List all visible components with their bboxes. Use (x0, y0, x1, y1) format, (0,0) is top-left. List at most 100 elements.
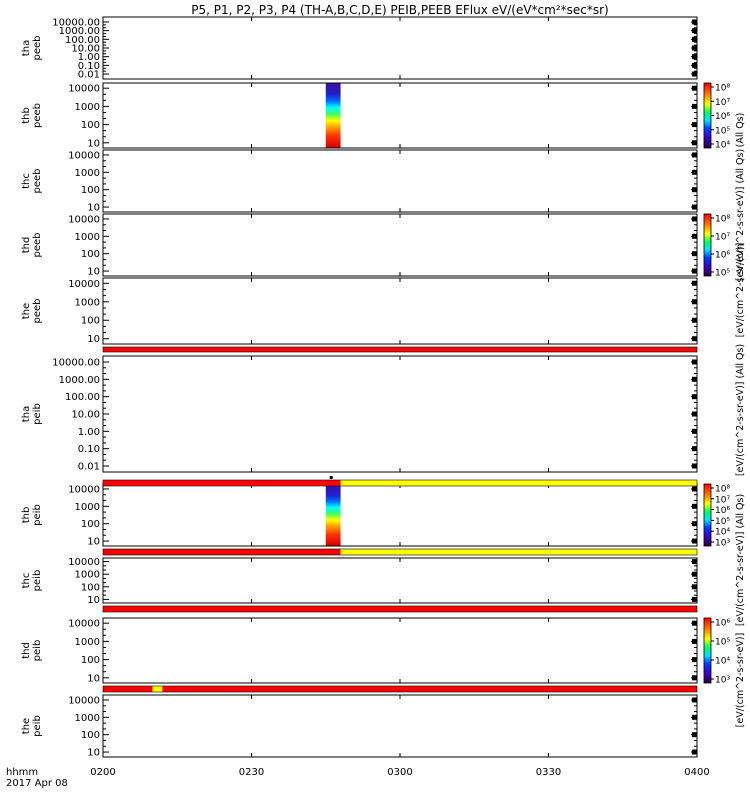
panel-thd-peeb: 10000 1000 100 10 thd peeb (21, 213, 698, 278)
panel-label-probe: thd (21, 642, 32, 659)
spectrogram-band (325, 83, 341, 148)
y-tick-block-right (692, 336, 697, 342)
y-tick-block-right (692, 36, 697, 42)
panel-label-product: peib (32, 570, 43, 592)
panel-label-probe: the (21, 718, 32, 734)
y-tick-block-right (692, 463, 697, 469)
colorbar-tick-label: 10³ (715, 539, 730, 549)
y-tick-block-right (692, 749, 697, 755)
date-label: 2017 Apr 08 (6, 778, 68, 789)
colorbar-gradient (703, 82, 712, 149)
colorbar-tick-label: 10⁶ (715, 619, 730, 629)
colorbar-tick-label: 10⁵ (715, 269, 730, 279)
y-tick-label: 1000 (75, 297, 100, 308)
y-tick-block-right (692, 446, 697, 452)
y-tick-block-right (692, 411, 697, 417)
colorbar-axis-label: [eV/(cm^2-s-sr-eV)] (735, 633, 746, 728)
y-tick-label: 0.10 (78, 61, 100, 72)
flag-bar-segment-red (103, 347, 697, 352)
y-tick-label: 10 (87, 537, 100, 548)
y-tick-label: 10000.00 (52, 358, 100, 369)
y-tick-label: 10 (87, 138, 100, 149)
y-tick-label: 1.00 (78, 427, 100, 438)
y-tick-block-right (692, 394, 697, 400)
y-tick-label: 100 (81, 185, 100, 196)
panel-thd-peib: 10000 1000 100 10 thd peib (21, 617, 698, 684)
y-tick-block-right (692, 85, 697, 91)
y-tick-label: 100.00 (65, 35, 100, 46)
y-tick-block-right (692, 620, 697, 626)
panel-tha-peib: 10000.00 1000.00 100.00 10.00 1.00 0.10 0.01 th… (21, 355, 698, 473)
flag-bar-frame (102, 605, 698, 613)
panel-frame (102, 557, 698, 604)
panel-frame (102, 213, 698, 277)
colorbar-gradient (703, 213, 712, 277)
y-tick-block-right (692, 122, 697, 128)
flag-bar-segment-red (103, 549, 341, 555)
panel-frame (102, 277, 698, 345)
y-tick-label: 100.00 (65, 392, 100, 403)
y-tick-label: 10.00 (71, 44, 100, 55)
y-tick-block-right (692, 299, 697, 305)
y-tick-label: 10000 (68, 557, 100, 568)
panel-label-probe: the (21, 303, 32, 319)
colorbar-tick-label: 10⁸ (715, 84, 730, 94)
panel-label-probe: tha (21, 406, 32, 422)
panel-thb-peeb: 10000 1000 100 10 thb peeb (21, 82, 698, 149)
colorbar-tick-label: 10⁷ (715, 233, 730, 243)
y-tick-block-right (692, 486, 697, 492)
y-tick-block-right (692, 714, 697, 720)
spectrogram-band (325, 484, 341, 546)
y-tick-label: 10 (87, 673, 100, 684)
y-tick-block-right (692, 571, 697, 577)
flag-bars-group (102, 346, 698, 693)
flag-marker (329, 476, 333, 479)
y-tick-label: 10000 (68, 84, 100, 95)
colorbar-panel-1: 10⁸ 10⁷ 10⁶ 10⁵ 10⁴ (703, 82, 730, 151)
colorbar-tick-label: 10⁵ (715, 517, 730, 527)
colorbar-tick-label: 10⁶ (715, 112, 730, 122)
colorbars-group: 10⁸10⁷10⁶10⁵10⁴10⁸10⁷10⁶10⁵10⁸10⁷10⁶10⁵1… (703, 82, 746, 728)
colorbar-axis-label: [eV/(cm^2-s-sr-eV)] (735, 243, 746, 338)
colorbar-tick-label: 10⁶ (715, 506, 730, 516)
panels-group: 10000.001000.00100.0010.001.000.100.01th… (21, 16, 698, 759)
y-tick-label: 1000 (75, 502, 100, 513)
y-tick-label: 0.01 (78, 70, 100, 81)
colorbar-tick-label: 10³ (715, 676, 730, 686)
panel-frame (102, 82, 698, 149)
y-tick-block-right (692, 233, 697, 239)
y-tick-block-right (692, 359, 697, 365)
colorbar-axis-label: [eV/(cm^2-s-sr-eV)] (All Qs) (735, 149, 746, 281)
panel-label-product: peib (32, 715, 43, 737)
y-tick-label: 10 (87, 267, 100, 278)
y-tick-label: 100 (81, 655, 100, 666)
y-tick-label: 10000 (68, 619, 100, 630)
panel-frame (102, 483, 698, 547)
panel-frame (102, 16, 698, 80)
y-tick-block-right (692, 657, 697, 663)
y-tick-label: 1000 (75, 102, 100, 113)
y-tick-label: 100 (81, 249, 100, 260)
y-tick-block-right (692, 54, 697, 60)
y-tick-label: 10.00 (71, 410, 100, 421)
x-tick-label: 0300 (387, 767, 412, 778)
y-tick-block-right (692, 268, 697, 274)
y-tick-block-right (692, 596, 697, 602)
y-tick-block-right (692, 521, 697, 527)
x-axis-unit-label: hhmm (6, 767, 38, 778)
y-tick-label: 10000 (68, 279, 100, 290)
flag-bar-segment-red (103, 606, 697, 612)
colorbar-tick-label: 10⁵ (715, 638, 730, 648)
y-tick-block-right (692, 103, 697, 109)
y-tick-block-right (692, 216, 697, 222)
flag-bar-segment-yellow (340, 549, 697, 555)
y-tick-label: 1000 (75, 168, 100, 179)
flag-bar-frame (102, 685, 698, 693)
y-tick-label: 1000 (75, 232, 100, 243)
flag-bar-frame (102, 346, 698, 353)
panel-frame (102, 617, 698, 684)
colorbar-tick-label: 10⁵ (715, 126, 730, 136)
panel-the-peeb: 10000 1000 100 10 the peeb (21, 277, 698, 345)
panel-thc-peeb: 10000 1000 100 10 thc peeb (21, 149, 698, 214)
